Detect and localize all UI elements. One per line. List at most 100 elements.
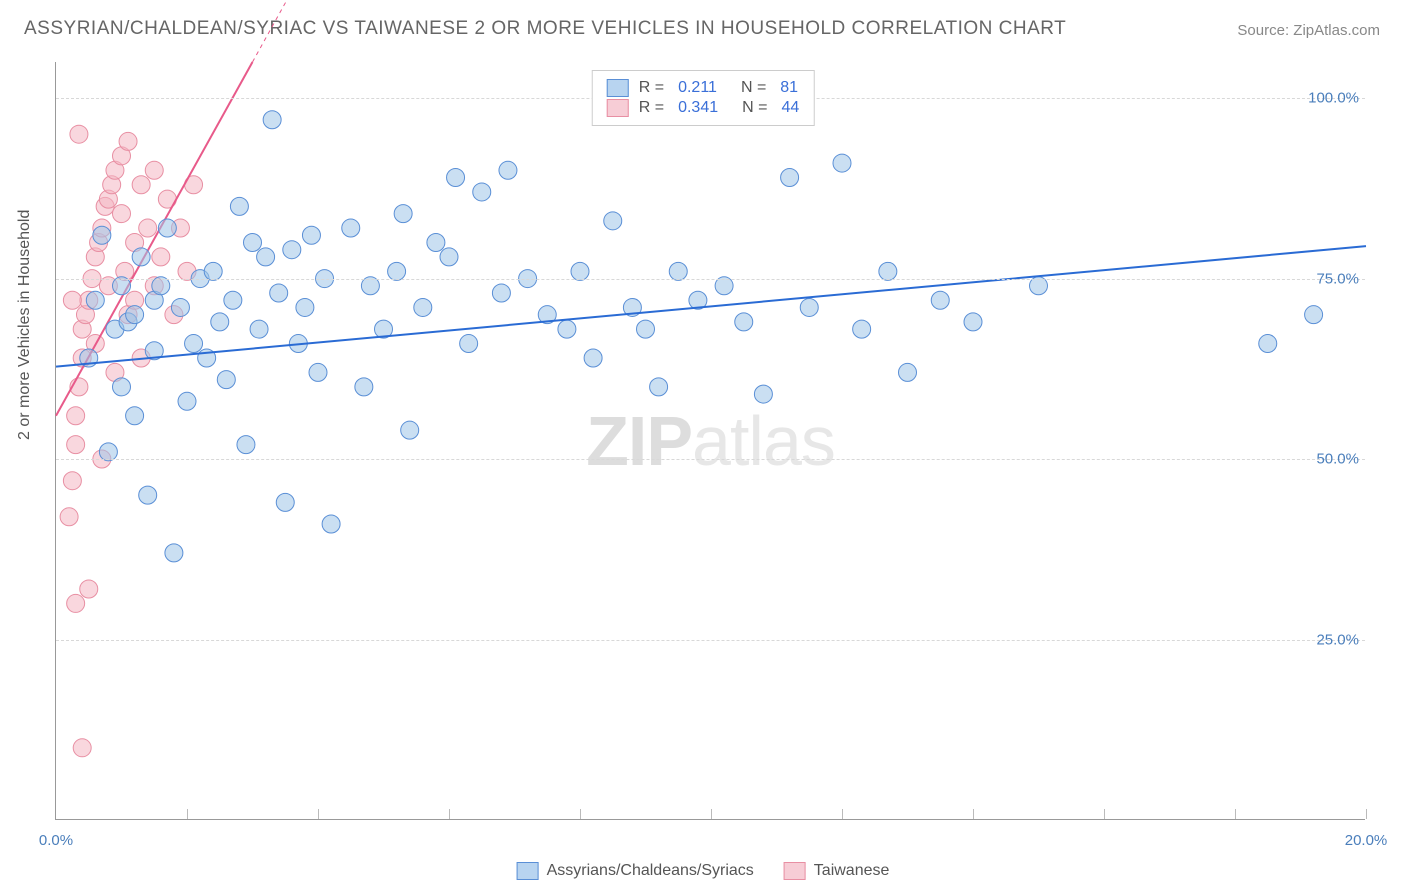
pink-point bbox=[67, 436, 85, 454]
y-tick-label: 100.0% bbox=[1308, 90, 1359, 107]
blue-point bbox=[492, 284, 510, 302]
pink-point bbox=[119, 132, 137, 150]
pink-point bbox=[67, 407, 85, 425]
pink-point bbox=[70, 125, 88, 143]
blue-point bbox=[447, 169, 465, 187]
blue-point bbox=[427, 233, 445, 251]
y-tick-label: 25.0% bbox=[1316, 631, 1359, 648]
blue-point bbox=[781, 169, 799, 187]
blue-point bbox=[165, 544, 183, 562]
blue-point bbox=[113, 378, 131, 396]
blue-point bbox=[394, 205, 412, 223]
gridline-vertical bbox=[711, 809, 712, 819]
legend-item-pink: Taiwanese bbox=[784, 862, 890, 880]
source-attribution: Source: ZipAtlas.com bbox=[1237, 22, 1380, 39]
blue-point bbox=[309, 363, 327, 381]
swatch-blue bbox=[607, 79, 629, 97]
series-legend: Assyrians/Chaldeans/Syriacs Taiwanese bbox=[517, 862, 890, 880]
gridline-vertical bbox=[580, 809, 581, 819]
pink-point bbox=[60, 508, 78, 526]
source-prefix: Source: bbox=[1237, 22, 1289, 39]
blue-point bbox=[964, 313, 982, 331]
pink-point bbox=[73, 739, 91, 757]
blue-point bbox=[322, 515, 340, 533]
blue-point bbox=[276, 493, 294, 511]
gridline-horizontal bbox=[56, 459, 1365, 460]
x-tick-label: 0.0% bbox=[39, 832, 73, 849]
pink-point bbox=[63, 472, 81, 490]
blue-point bbox=[217, 371, 235, 389]
gridline-vertical bbox=[1366, 809, 1367, 819]
r-label-2: R = bbox=[639, 99, 664, 117]
n-label-1: N = bbox=[741, 79, 766, 97]
gridline-vertical bbox=[1235, 809, 1236, 819]
chart-plot-area: ZIPatlas 25.0%50.0%75.0%100.0%0.0%20.0% bbox=[55, 62, 1365, 820]
blue-point bbox=[86, 291, 104, 309]
blue-point bbox=[833, 154, 851, 172]
blue-point bbox=[440, 248, 458, 266]
blue-point bbox=[126, 407, 144, 425]
blue-point bbox=[754, 385, 772, 403]
gridline-vertical bbox=[973, 809, 974, 819]
n-label-2: N = bbox=[742, 99, 767, 117]
blue-point bbox=[637, 320, 655, 338]
gridline-vertical bbox=[842, 809, 843, 819]
swatch-pink-bottom bbox=[784, 862, 806, 880]
pink-point bbox=[113, 205, 131, 223]
blue-point bbox=[800, 298, 818, 316]
blue-point bbox=[185, 335, 203, 353]
pink-point bbox=[67, 594, 85, 612]
blue-point bbox=[296, 298, 314, 316]
blue-point bbox=[931, 291, 949, 309]
pink-point bbox=[63, 291, 81, 309]
blue-point bbox=[899, 363, 917, 381]
blue-trendline bbox=[56, 246, 1366, 367]
blue-point bbox=[126, 306, 144, 324]
gridline-vertical bbox=[187, 809, 188, 819]
blue-point bbox=[1259, 335, 1277, 353]
blue-point bbox=[1305, 306, 1323, 324]
gridline-vertical bbox=[449, 809, 450, 819]
blue-point bbox=[263, 111, 281, 129]
r-value-1: 0.211 bbox=[678, 79, 717, 97]
legend-label-pink: Taiwanese bbox=[814, 862, 890, 880]
legend-row-series2: R = 0.341 N = 44 bbox=[607, 99, 800, 117]
y-axis-label: 2 or more Vehicles in Household bbox=[16, 210, 34, 440]
blue-point bbox=[230, 197, 248, 215]
blue-point bbox=[735, 313, 753, 331]
gridline-horizontal bbox=[56, 279, 1365, 280]
blue-point bbox=[414, 298, 432, 316]
scatter-svg bbox=[56, 62, 1365, 819]
pink-point bbox=[80, 580, 98, 598]
n-value-1: 81 bbox=[780, 79, 798, 97]
blue-point bbox=[558, 320, 576, 338]
blue-point bbox=[139, 486, 157, 504]
blue-point bbox=[224, 291, 242, 309]
gridline-vertical bbox=[1104, 809, 1105, 819]
blue-point bbox=[853, 320, 871, 338]
legend-row-series1: R = 0.211 N = 81 bbox=[607, 79, 800, 97]
pink-point bbox=[139, 219, 157, 237]
blue-point bbox=[93, 226, 111, 244]
pink-point bbox=[132, 176, 150, 194]
blue-point bbox=[604, 212, 622, 230]
blue-point bbox=[355, 378, 373, 396]
legend-item-blue: Assyrians/Chaldeans/Syriacs bbox=[517, 862, 754, 880]
swatch-blue-bottom bbox=[517, 862, 539, 880]
blue-point bbox=[132, 248, 150, 266]
blue-point bbox=[283, 241, 301, 259]
blue-point bbox=[244, 233, 262, 251]
blue-point bbox=[250, 320, 268, 338]
r-label-1: R = bbox=[639, 79, 664, 97]
blue-point bbox=[650, 378, 668, 396]
pink-point bbox=[152, 248, 170, 266]
swatch-pink bbox=[607, 99, 629, 117]
legend-label-blue: Assyrians/Chaldeans/Syriacs bbox=[547, 862, 754, 880]
y-tick-label: 50.0% bbox=[1316, 451, 1359, 468]
blue-point bbox=[171, 298, 189, 316]
blue-point bbox=[499, 161, 517, 179]
chart-title: ASSYRIAN/CHALDEAN/SYRIAC VS TAIWANESE 2 … bbox=[24, 18, 1066, 40]
n-value-2: 44 bbox=[781, 99, 799, 117]
blue-point bbox=[584, 349, 602, 367]
gridline-vertical bbox=[318, 809, 319, 819]
